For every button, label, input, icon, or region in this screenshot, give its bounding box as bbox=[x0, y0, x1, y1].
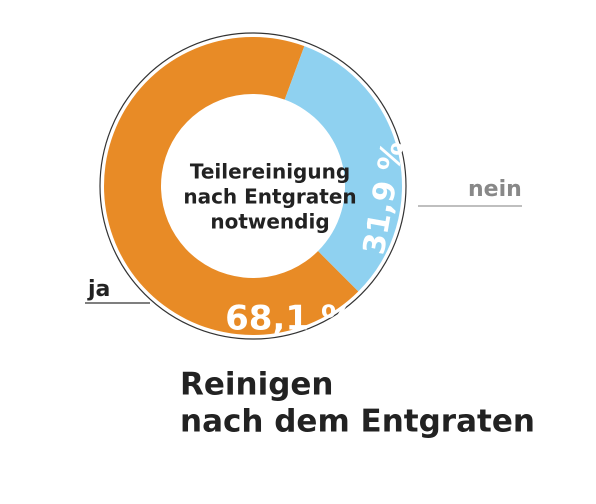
chart-title: nach dem Entgraten bbox=[180, 404, 535, 440]
category-label: ja bbox=[87, 277, 110, 302]
donut-slice bbox=[284, 46, 403, 292]
center-label: notwendig bbox=[210, 210, 329, 234]
outer-ring bbox=[99, 32, 407, 340]
category-label: nein bbox=[468, 177, 522, 202]
chart-title: Reinigen bbox=[180, 367, 334, 403]
center-label: Teilereinigung bbox=[190, 160, 350, 184]
center-label: nach Entgraten bbox=[183, 185, 356, 209]
value-label: 68,1 % bbox=[225, 299, 355, 339]
donut-slice bbox=[104, 36, 359, 336]
